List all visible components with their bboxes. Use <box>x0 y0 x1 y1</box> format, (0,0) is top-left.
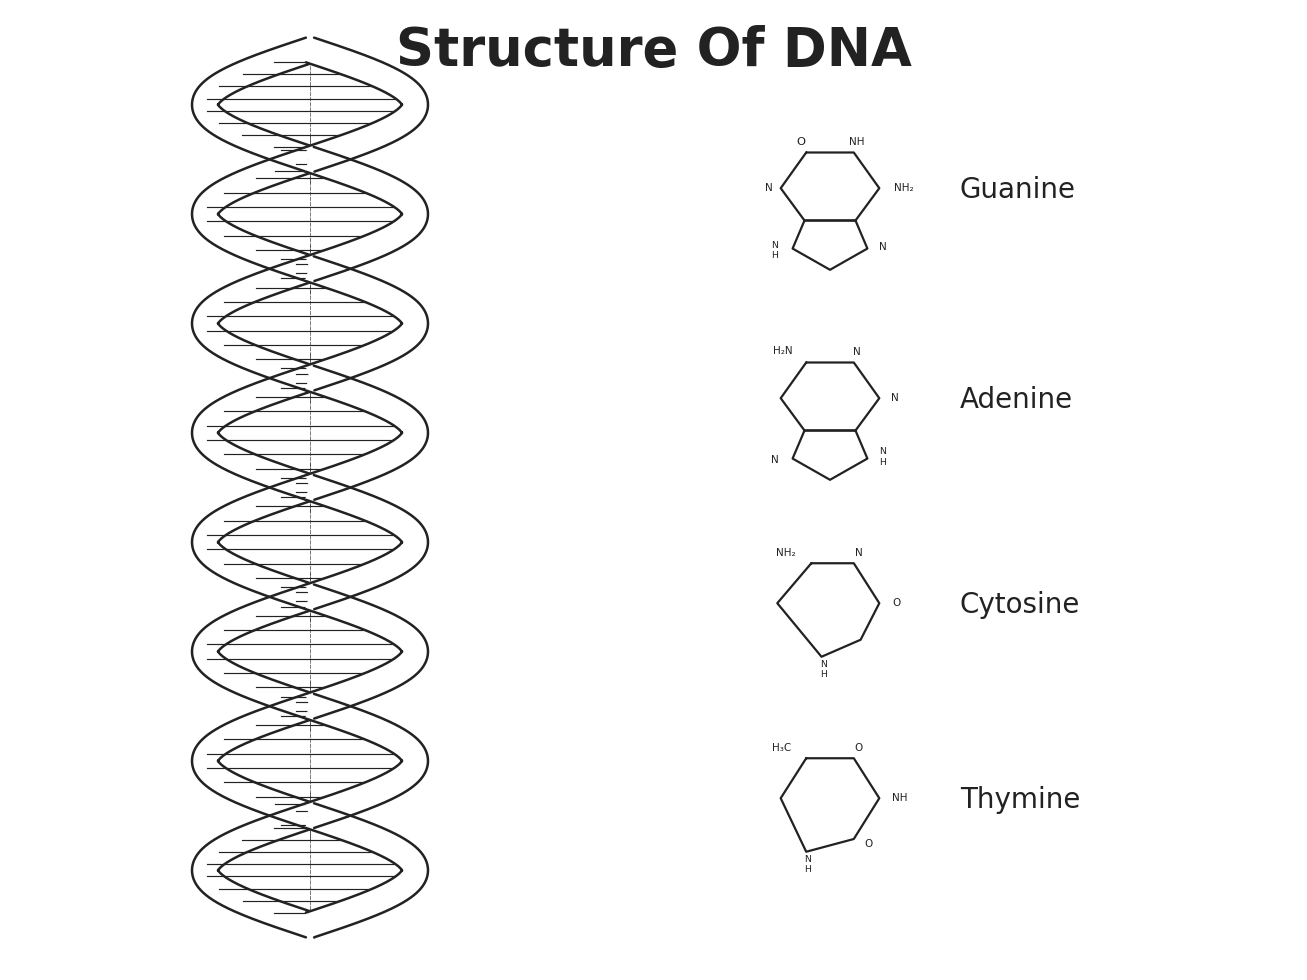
Text: Cytosine: Cytosine <box>961 591 1081 619</box>
Text: H₂N: H₂N <box>772 347 792 357</box>
Polygon shape <box>192 37 314 172</box>
Text: Structure Of DNA: Structure Of DNA <box>396 25 911 77</box>
Text: N
H: N H <box>805 855 812 874</box>
Polygon shape <box>306 257 427 390</box>
Polygon shape <box>306 584 427 718</box>
Text: N: N <box>853 347 861 358</box>
Text: O: O <box>864 839 872 849</box>
Polygon shape <box>306 37 427 172</box>
Text: NH: NH <box>893 793 907 804</box>
Polygon shape <box>192 257 315 390</box>
Text: N: N <box>891 393 899 403</box>
Polygon shape <box>192 804 314 937</box>
Polygon shape <box>306 475 427 610</box>
Text: NH₂: NH₂ <box>776 548 796 558</box>
Text: NH₂: NH₂ <box>894 183 914 193</box>
Polygon shape <box>306 366 427 500</box>
Polygon shape <box>192 694 314 828</box>
Polygon shape <box>192 366 315 500</box>
Text: Adenine: Adenine <box>961 386 1073 414</box>
Polygon shape <box>306 147 427 281</box>
Text: N: N <box>855 548 863 558</box>
Polygon shape <box>192 147 315 281</box>
Text: O: O <box>893 598 901 609</box>
Text: N: N <box>771 456 779 466</box>
Polygon shape <box>192 584 314 718</box>
Text: N
H: N H <box>880 447 886 466</box>
Text: N
H: N H <box>771 240 778 260</box>
Polygon shape <box>306 912 315 937</box>
Text: N: N <box>880 242 887 252</box>
Text: O: O <box>855 743 863 753</box>
Polygon shape <box>192 475 314 610</box>
Text: N
H: N H <box>819 660 826 679</box>
Polygon shape <box>306 804 427 937</box>
Text: Thymine: Thymine <box>961 786 1081 814</box>
Text: N: N <box>765 183 772 193</box>
Text: O: O <box>796 137 805 147</box>
Text: NH: NH <box>850 137 865 147</box>
Text: H₃C: H₃C <box>771 743 791 753</box>
Polygon shape <box>306 694 427 828</box>
Text: Guanine: Guanine <box>961 176 1076 204</box>
